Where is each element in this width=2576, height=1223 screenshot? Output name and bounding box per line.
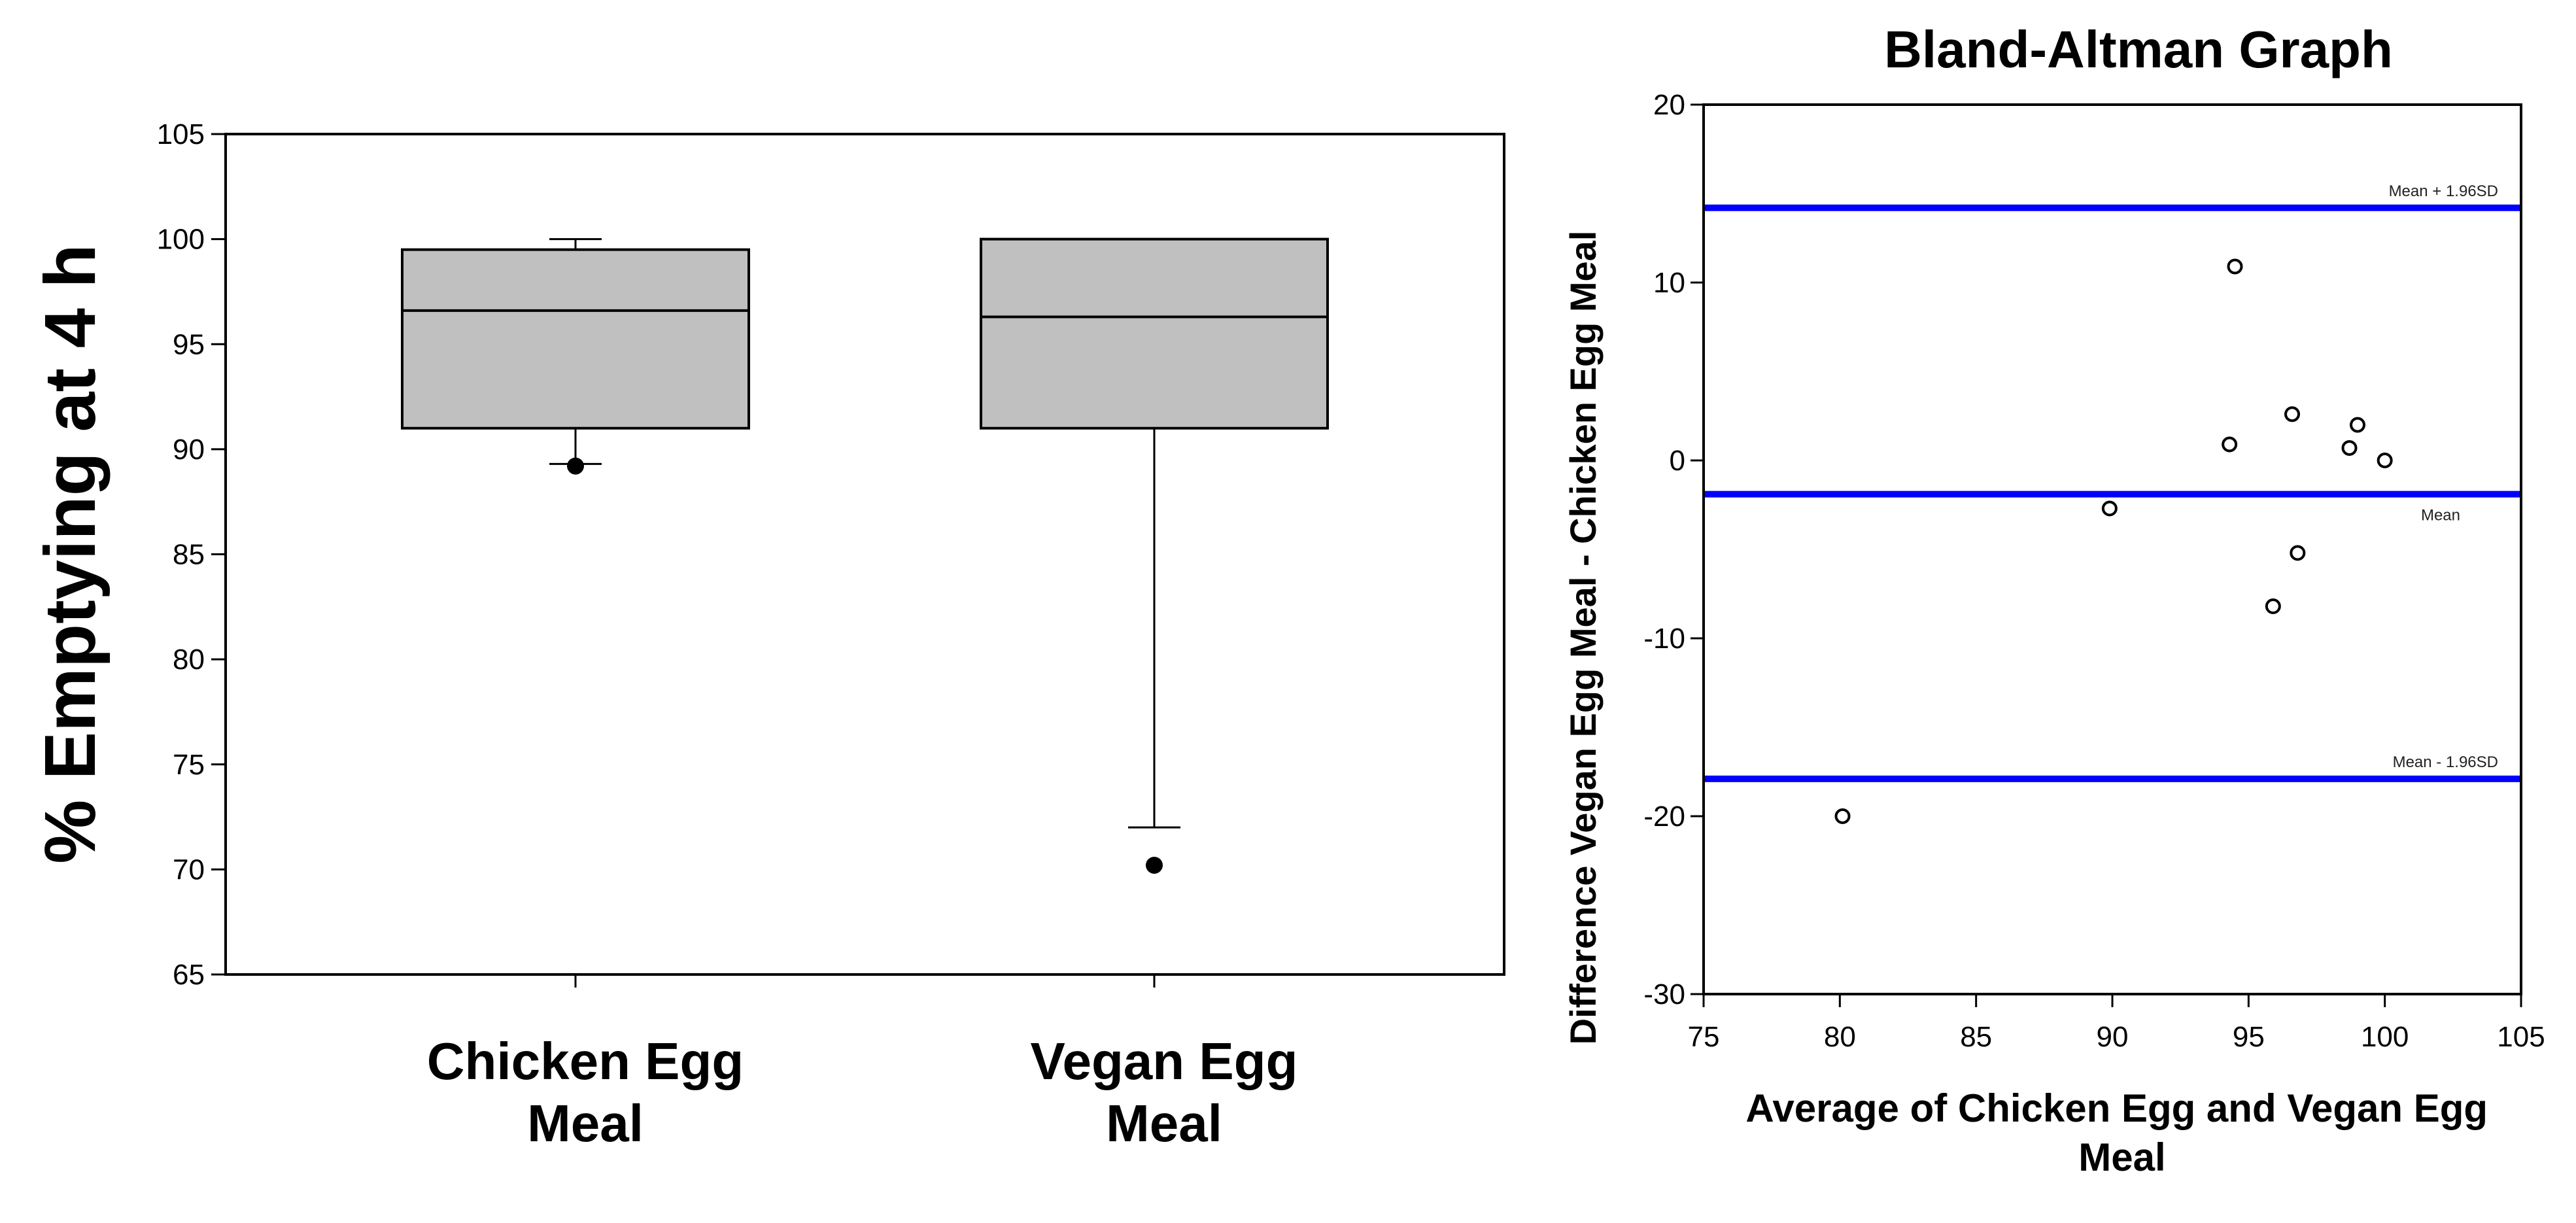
category-label: Chicken Egg Meal [427,1032,744,1152]
bland-altman-y-axis: -30 -20 -10 0 10 20 [1643,89,1704,1010]
y-tick-label: 100 [157,224,205,256]
bland-altman-frame [1702,103,2522,995]
y-tick-label: 80 [173,644,205,676]
y-tick-label: -10 [1643,623,1685,655]
bland-altman-x-axis-label-line: Average of Chicken Egg and Vegan Egg [1745,1086,2488,1130]
y-tick-label: 105 [157,118,205,150]
data-point [2101,500,2118,517]
bland-altman-reference-lines: Mean + 1.96SD Mean Mean - 1.96SD [1704,182,2521,782]
x-tick-label: 75 [1688,1021,1720,1053]
data-point [2265,598,2281,615]
y-tick-label: 0 [1670,445,1685,477]
y-tick-label: -30 [1643,978,1685,1010]
bland-altman-plot: Bland-Altman Graph Mean + 1.96SDMeanMean… [1562,20,2545,1179]
box-plot-y-axis: 65 70 75 80 85 90 95 100 105 [157,118,226,991]
data-point [2284,406,2300,422]
y-tick-label: 85 [173,539,205,571]
y-tick-label: 70 [173,853,205,886]
box-plot-y-axis-label: % Emptying at 4 h [30,244,111,863]
interquartile-box [401,248,750,430]
category-label-line: Meal [527,1094,644,1152]
y-tick-label: 75 [173,749,205,781]
x-tick-label: 90 [2097,1021,2129,1053]
x-tick-label: 100 [2361,1021,2409,1053]
y-tick-label: 65 [173,959,205,991]
data-point [2350,417,2365,433]
data-point [2377,453,2393,468]
reference-line-label: Mean + 1.96SD [2389,182,2498,200]
box-plot-boxes [401,237,1329,874]
box-vegan-egg-meal [980,237,1329,874]
bland-altman-title: Bland-Altman Graph [1884,20,2393,78]
x-tick-label: 85 [1960,1021,1992,1053]
category-label-line: Vegan Egg [1031,1032,1298,1090]
x-tick-label: 80 [1824,1021,1856,1053]
reference-line-label: Mean [2421,507,2460,525]
x-tick-label: 105 [2497,1021,2545,1053]
outlier-point [1146,856,1163,874]
bland-altman-x-axis: 75 80 85 90 95 100 105 [1688,994,2545,1053]
x-tick-label: 95 [2233,1021,2265,1053]
outlier-point [567,457,584,475]
box-chicken-egg-meal [401,238,750,475]
bland-altman-points [1834,258,2393,824]
bland-altman-y-axis-label: Difference Vegan Egg Meal - Chicken Egg … [1562,231,1604,1045]
data-point [1834,808,1851,824]
data-point [2222,436,2238,453]
y-tick-label: 20 [1653,89,1685,121]
data-point [2341,439,2358,456]
interquartile-box [980,237,1329,430]
reference-line-label: Mean - 1.96SD [2393,753,2498,771]
category-label-line: Chicken Egg [427,1032,744,1090]
data-point [2227,258,2243,275]
y-tick-label: -20 [1643,801,1685,833]
y-tick-label: 95 [173,328,205,360]
data-point [2290,545,2306,561]
y-tick-label: 10 [1653,267,1685,299]
bland-altman-x-axis-label-line: Meal [2078,1135,2165,1179]
category-label-line: Meal [1106,1094,1222,1152]
y-tick-label: 90 [173,434,205,466]
category-label: Vegan Egg Meal [1031,1032,1298,1152]
bland-altman-x-axis-label: Average of Chicken Egg and Vegan Egg Mea… [1745,1086,2498,1179]
